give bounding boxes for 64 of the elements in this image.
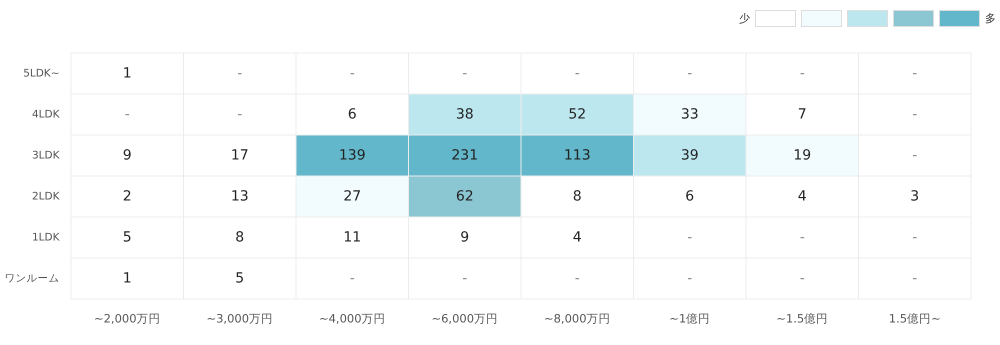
y-tick-label: 5LDK~	[23, 68, 60, 80]
data-label: 62	[456, 188, 474, 204]
y-tick-label: 2LDK	[32, 190, 61, 202]
x-tick-label: ~2,000万円	[94, 312, 161, 326]
y-tick-label: 1LDK	[32, 232, 61, 244]
text: -	[350, 66, 355, 82]
data-label: 5	[122, 230, 132, 246]
data-label: 52	[568, 106, 586, 122]
data-label: 13	[230, 188, 249, 204]
text: -	[687, 270, 692, 286]
text: -	[237, 106, 242, 122]
text: -	[462, 66, 468, 82]
text: -	[574, 66, 580, 82]
x-tick-label: ~4,000万円	[318, 312, 386, 326]
data-label: 231	[451, 148, 478, 164]
text: -	[912, 66, 918, 82]
text: -	[912, 148, 918, 164]
text: -	[687, 230, 692, 246]
text: -	[462, 270, 468, 286]
text: -	[800, 230, 805, 246]
data-label: 7	[798, 106, 807, 122]
x-tick-label: ~3,000万円	[206, 312, 274, 326]
text: -	[687, 66, 692, 82]
text: -	[912, 270, 918, 286]
text: 多	[985, 11, 996, 26]
x-tick-label: 1.5億円~	[888, 312, 941, 326]
text: -	[124, 106, 130, 122]
data-label: 1	[122, 270, 132, 286]
y-tick-label: 4LDK	[32, 108, 61, 120]
data-label: 39	[680, 148, 699, 164]
data-label: 8	[235, 230, 244, 246]
data-label: 139	[338, 148, 366, 164]
data-label: 38	[456, 106, 474, 122]
y-tick-label: ワンルーム	[4, 272, 60, 284]
data-label: 19	[793, 148, 812, 164]
text: 少	[739, 11, 750, 26]
data-label: 9	[460, 230, 470, 246]
data-label: 4	[572, 230, 582, 246]
data-label: 2	[122, 188, 132, 204]
text: -	[237, 66, 242, 82]
text: -	[574, 270, 580, 286]
data-label: 1	[122, 66, 132, 82]
data-label: 3	[910, 188, 920, 204]
data-label: 4	[798, 188, 807, 204]
data-label: 33	[680, 106, 699, 122]
x-tick-label: ~8,000万円	[544, 312, 611, 326]
y-tick-label: 3LDK	[32, 150, 61, 162]
text: -	[800, 66, 805, 82]
data-label: 6	[348, 106, 357, 122]
data-label: 8	[572, 188, 582, 204]
data-label: 11	[343, 230, 362, 246]
data-label: 5	[235, 270, 244, 286]
data-label: 17	[230, 148, 249, 164]
data-label: 6	[685, 188, 694, 204]
text: -	[912, 230, 918, 246]
data-label: 27	[343, 188, 362, 204]
data-label: 113	[564, 148, 591, 164]
text: -	[350, 270, 355, 286]
x-tick-label: ~1億円	[669, 312, 710, 326]
text: -	[800, 270, 805, 286]
text: -	[912, 106, 918, 122]
x-tick-label: ~6,000万円	[431, 312, 498, 326]
x-tick-label: ~1.5億円	[776, 312, 828, 326]
data-label: 9	[122, 148, 132, 164]
